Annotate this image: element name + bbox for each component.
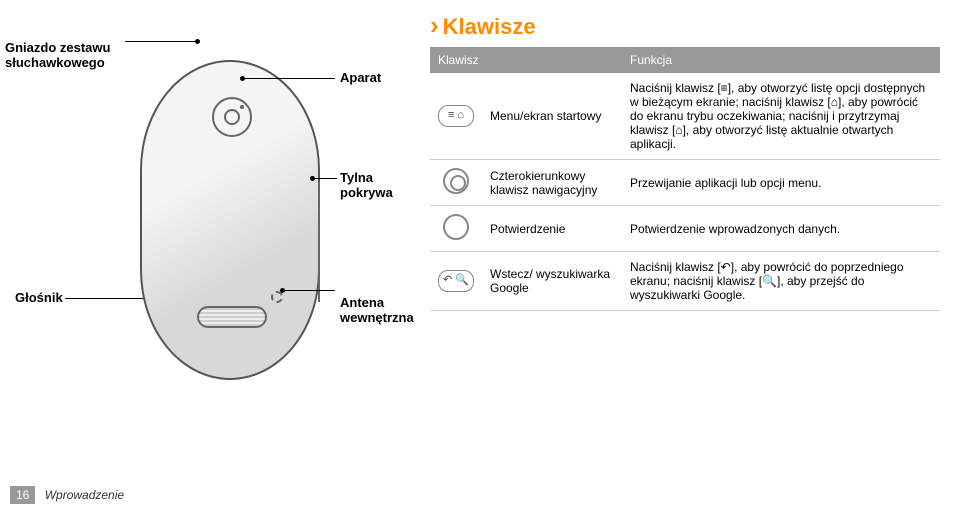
th-key: Klawisz — [430, 47, 622, 73]
table-row: PotwierdzeniePotwierdzenie wprowadzonych… — [430, 206, 940, 252]
label-cover-text: Tylna pokrywa — [340, 170, 393, 200]
phone-illustration — [140, 60, 320, 380]
nav-key-icon — [443, 168, 469, 194]
th-func: Funkcja — [622, 47, 940, 73]
key-name: Czterokierunkowy klawisz nawigacyjny — [482, 160, 622, 206]
page-number: 16 — [10, 486, 35, 504]
label-antenna-text: Antena wewnętrzna — [340, 295, 414, 325]
label-cover: Tylna pokrywa — [340, 170, 420, 200]
label-headphone-text: Gniazdo zestawu słuchawkowego — [5, 40, 110, 70]
key-function: Naciśnij klawisz [↶], aby powrócić do po… — [622, 252, 940, 311]
page-footer: 16 Wprowadzenie — [10, 486, 124, 504]
chevron-icon: › — [430, 10, 439, 40]
table-row: Czterokierunkowy klawisz nawigacyjnyPrze… — [430, 160, 940, 206]
chapter-name: Wprowadzenie — [45, 488, 124, 502]
label-camera: Aparat — [340, 70, 381, 85]
key-function: Potwierdzenie wprowadzonych danych. — [622, 206, 940, 252]
table-row: ↶ 🔍 Wstecz/ wyszukiwarka GoogleNaciśnij k… — [430, 252, 940, 311]
key-icon-cell: ≡ ⌂ — [430, 73, 482, 160]
label-speaker-text: Głośnik — [15, 290, 63, 305]
speaker-icon — [197, 306, 267, 328]
label-camera-text: Aparat — [340, 70, 381, 85]
label-speaker: Głośnik — [15, 290, 63, 305]
key-icon-cell: ↶ 🔍 — [430, 252, 482, 311]
section-title: ›Klawisze — [430, 10, 940, 41]
label-headphone: Gniazdo zestawu słuchawkowego — [5, 25, 125, 100]
section-title-text: Klawisze — [443, 14, 536, 39]
key-icon-cell — [430, 206, 482, 252]
key-name: Menu/ekran startowy — [482, 73, 622, 160]
key-icon-cell — [430, 160, 482, 206]
key-function: Naciśnij klawisz [≡], aby otworzyć listę… — [622, 73, 940, 160]
key-button-icon: ≡ ⌂ — [438, 105, 474, 127]
key-function: Przewijanie aplikacji lub opcji menu. — [622, 160, 940, 206]
label-antenna: Antena wewnętrzna — [340, 280, 414, 355]
key-button-icon: ↶ 🔍 — [438, 270, 474, 292]
table-row: ≡ ⌂ Menu/ekran startowyNaciśnij klawisz [… — [430, 73, 940, 160]
keys-table: Klawisz Funkcja ≡ ⌂Menu/ekran startowyNa… — [430, 47, 940, 311]
key-name: Wstecz/ wyszukiwarka Google — [482, 252, 622, 311]
key-name: Potwierdzenie — [482, 206, 622, 252]
confirm-key-icon — [443, 214, 469, 240]
camera-icon — [212, 97, 252, 137]
